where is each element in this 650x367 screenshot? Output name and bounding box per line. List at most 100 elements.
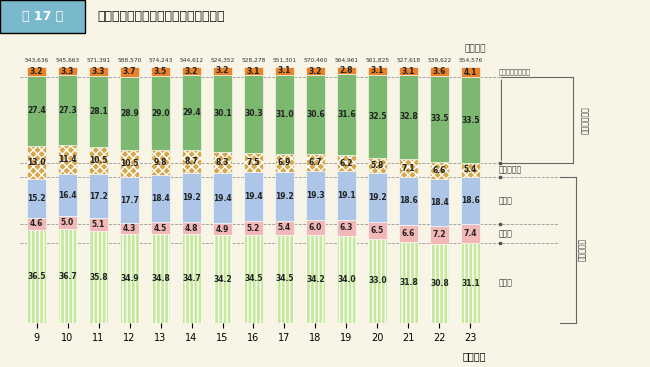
Bar bbox=[58, 174, 77, 216]
Text: 6.5: 6.5 bbox=[371, 226, 384, 235]
Text: 10.5: 10.5 bbox=[89, 156, 108, 166]
Text: 義務的経費: 義務的経費 bbox=[578, 238, 586, 261]
Bar bbox=[430, 226, 448, 244]
Bar bbox=[306, 153, 325, 171]
Bar bbox=[244, 221, 263, 235]
Text: 3.1: 3.1 bbox=[370, 66, 384, 75]
Text: 34.5: 34.5 bbox=[275, 274, 294, 283]
Text: 第 17 図: 第 17 図 bbox=[21, 10, 63, 23]
Bar bbox=[120, 177, 139, 223]
Text: 7.4: 7.4 bbox=[463, 229, 477, 239]
Bar bbox=[306, 171, 325, 220]
Text: 3.1: 3.1 bbox=[247, 66, 260, 76]
Text: 527,618: 527,618 bbox=[396, 58, 421, 63]
Text: 19.3: 19.3 bbox=[306, 191, 325, 200]
Text: 3.3: 3.3 bbox=[92, 67, 105, 76]
Bar bbox=[430, 162, 448, 179]
Text: （年度）: （年度） bbox=[462, 351, 486, 361]
Text: 4.3: 4.3 bbox=[123, 224, 136, 233]
Text: 28.9: 28.9 bbox=[120, 109, 139, 118]
Text: 30.3: 30.3 bbox=[244, 109, 263, 118]
Text: 34.8: 34.8 bbox=[151, 274, 170, 283]
Text: 4.1: 4.1 bbox=[463, 68, 477, 77]
Text: 公債費: 公債費 bbox=[499, 196, 512, 205]
Bar bbox=[89, 174, 108, 218]
Text: 33.0: 33.0 bbox=[368, 276, 387, 285]
Bar bbox=[182, 222, 201, 234]
Text: 6.9: 6.9 bbox=[278, 159, 291, 167]
Text: 19.1: 19.1 bbox=[337, 191, 356, 200]
Bar bbox=[368, 173, 387, 222]
Text: 543,636: 543,636 bbox=[25, 58, 49, 63]
Bar bbox=[430, 67, 448, 76]
Text: 3.6: 3.6 bbox=[433, 67, 446, 76]
Bar bbox=[399, 225, 418, 241]
Bar bbox=[461, 77, 480, 163]
Bar bbox=[213, 67, 232, 75]
Text: 19.2: 19.2 bbox=[275, 192, 294, 201]
Text: 18.6: 18.6 bbox=[461, 196, 480, 205]
Text: 8.3: 8.3 bbox=[216, 158, 229, 167]
Text: 19.4: 19.4 bbox=[244, 192, 263, 201]
Text: 554,576: 554,576 bbox=[458, 58, 482, 63]
Bar bbox=[461, 225, 480, 243]
Bar bbox=[151, 67, 170, 76]
Text: 5.4: 5.4 bbox=[464, 166, 477, 174]
Text: 34.2: 34.2 bbox=[213, 275, 232, 284]
Bar bbox=[27, 230, 46, 323]
Text: 29.4: 29.4 bbox=[182, 108, 201, 117]
Text: 6.3: 6.3 bbox=[340, 224, 353, 232]
Bar bbox=[182, 234, 201, 323]
Text: 18.4: 18.4 bbox=[430, 198, 449, 207]
Text: 32.5: 32.5 bbox=[368, 112, 387, 121]
Bar bbox=[430, 76, 448, 162]
Text: 27.3: 27.3 bbox=[58, 106, 77, 115]
Text: その他の経費: その他の経費 bbox=[580, 106, 590, 134]
Bar bbox=[213, 223, 232, 236]
Text: 15.2: 15.2 bbox=[27, 194, 46, 203]
Text: 10.5: 10.5 bbox=[120, 159, 139, 168]
Text: 6.0: 6.0 bbox=[309, 223, 322, 232]
Text: 17.2: 17.2 bbox=[89, 192, 108, 201]
Bar bbox=[151, 76, 170, 150]
Text: 30.1: 30.1 bbox=[213, 109, 232, 118]
Text: 投資的経費: 投資的経費 bbox=[499, 166, 521, 174]
Text: 3.2: 3.2 bbox=[30, 67, 44, 76]
Bar bbox=[151, 175, 170, 222]
Text: 13.0: 13.0 bbox=[27, 158, 46, 167]
Text: 544,612: 544,612 bbox=[179, 58, 203, 63]
Bar bbox=[27, 146, 46, 179]
Bar bbox=[151, 150, 170, 175]
Bar bbox=[399, 67, 418, 75]
Text: 6.7: 6.7 bbox=[309, 158, 322, 167]
Bar bbox=[461, 243, 480, 323]
Text: 571,391: 571,391 bbox=[86, 58, 110, 63]
Text: 5.4: 5.4 bbox=[278, 223, 291, 232]
Text: 34.2: 34.2 bbox=[306, 275, 325, 284]
Text: 17.7: 17.7 bbox=[120, 196, 139, 204]
Bar bbox=[213, 236, 232, 323]
Text: 545,663: 545,663 bbox=[55, 58, 79, 63]
Text: 34.0: 34.0 bbox=[337, 275, 356, 284]
Text: 人件費: 人件費 bbox=[499, 279, 512, 288]
Text: 2.8: 2.8 bbox=[340, 66, 353, 75]
Bar bbox=[244, 75, 263, 153]
Text: 29.0: 29.0 bbox=[151, 109, 170, 118]
Text: 7.1: 7.1 bbox=[402, 164, 415, 172]
Text: 4.8: 4.8 bbox=[185, 224, 198, 233]
Bar bbox=[275, 154, 294, 172]
Text: 7.2: 7.2 bbox=[433, 230, 446, 239]
Bar bbox=[337, 155, 356, 171]
Text: 34.9: 34.9 bbox=[120, 274, 139, 283]
Bar bbox=[244, 235, 263, 323]
Bar bbox=[275, 235, 294, 323]
Text: 3.7: 3.7 bbox=[123, 67, 136, 76]
Bar bbox=[244, 153, 263, 172]
Text: 588,570: 588,570 bbox=[118, 58, 142, 63]
Bar bbox=[182, 150, 201, 173]
Text: 31.6: 31.6 bbox=[337, 110, 356, 119]
Bar bbox=[337, 171, 356, 220]
Bar bbox=[244, 172, 263, 221]
Bar bbox=[337, 236, 356, 323]
Text: 31.0: 31.0 bbox=[275, 110, 294, 119]
